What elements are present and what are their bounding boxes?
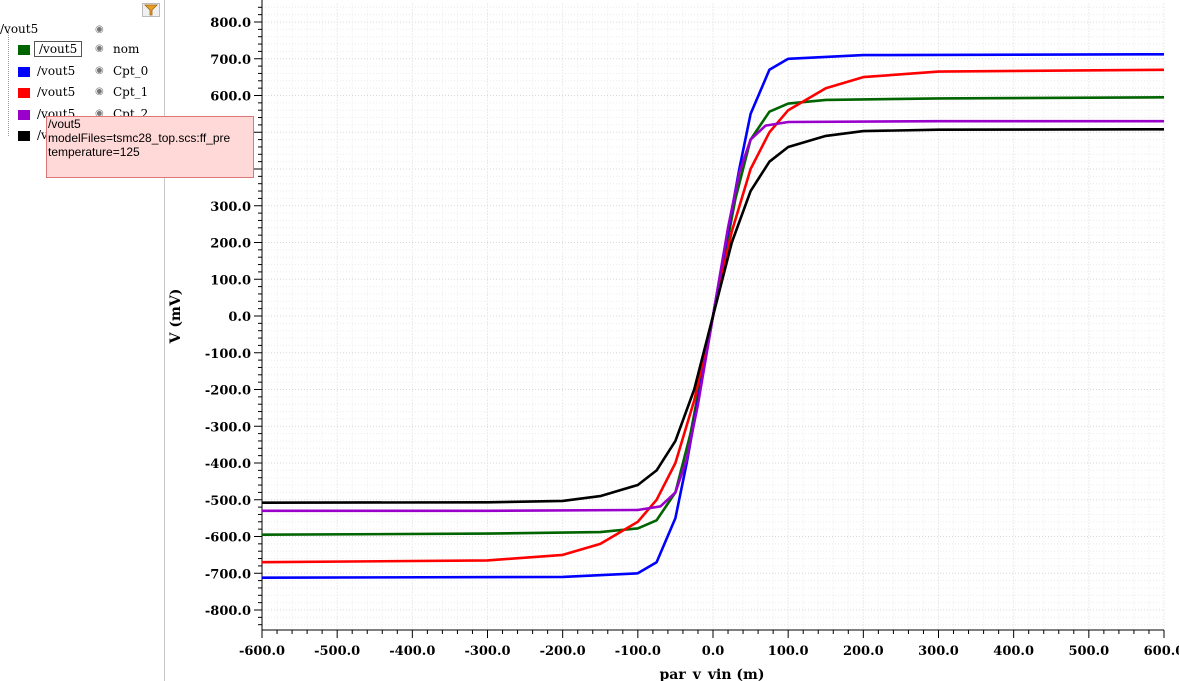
tooltip-model-files: modelFiles=tsmc28_top.scs:ff_pre [48,131,231,145]
x-tick-label: -200.0 [540,644,586,659]
color-swatch [18,110,30,120]
color-swatch [18,131,30,141]
legend-panel: /vout5 ◉ /vout5 ◉ nom /vout5 ◉ Cpt_0 /vo… [0,0,254,681]
x-tick-label: 100.0 [768,644,809,659]
root-signal-label: /vout5 [0,22,39,36]
signal-label: /vout5 [37,85,76,99]
y-tick-label: -700.0 [205,567,251,582]
y-tick-label: -600.0 [205,531,251,546]
corner-label: Cpt_1 [113,85,149,99]
y-tick-label: -200.0 [205,384,251,399]
signal-label: /vout5 [34,41,83,57]
x-tick-label: 500.0 [1068,644,1109,659]
x-tick-label: -600.0 [239,644,285,659]
eye-icon[interactable]: ◉ [95,43,104,54]
tooltip-signal: /vout5 [48,117,81,131]
tree-connector [8,32,10,136]
tooltip-temperature: temperature=125 [48,145,140,159]
funnel-icon[interactable] [142,3,160,17]
series-line-4[interactable] [261,128,1165,505]
y-tick-label: -800.0 [205,604,251,619]
y-tick-label: -100.0 [205,347,251,362]
legend-root-label[interactable]: /vout5 [0,22,38,36]
axes: 800.0 700.0 600.0 300.0 200.0 100.0 0.0 -100.0 -… [205,0,1179,659]
color-swatch [18,88,30,98]
y-tick-label: 0.0 [228,310,251,325]
y-tick-label: -500.0 [205,494,251,509]
x-tick-label: -500.0 [314,644,360,659]
x-tick-label: 0.0 [702,644,725,659]
y-tick-label: 100.0 [210,273,251,288]
eye-icon[interactable]: ◉ [95,108,104,119]
eye-icon[interactable]: ◉ [95,24,104,35]
series-layer [261,53,1165,580]
x-tick-label: 200.0 [843,644,884,659]
signal-label: /vout5 [37,64,76,78]
x-tick-label: 300.0 [918,644,959,659]
y-tick-label: 700.0 [210,53,251,68]
color-swatch [18,45,30,55]
y-tick-label: 300.0 [210,200,251,215]
eye-icon[interactable]: ◉ [95,86,104,97]
x-axis-label: par_v_vin (m) [660,667,765,681]
y-tick-label: -400.0 [205,457,251,472]
y-tick-label: -300.0 [205,420,251,435]
y-tick-label: 200.0 [210,237,251,252]
corner-label: Cpt_0 [113,64,149,78]
y-tick-label: 600.0 [210,90,251,105]
color-swatch [18,67,30,77]
x-tick-label: -300.0 [464,644,510,659]
corner-label: nom [113,42,140,56]
x-tick-label: 400.0 [993,644,1034,659]
y-axis-label: V (mV) [168,289,184,345]
y-tick-label: 800.0 [210,16,251,31]
x-tick-label: 600.0 [1144,644,1179,659]
waveform-chart[interactable]: 800.0 700.0 600.0 300.0 200.0 100.0 0.0 -100.0 -… [164,0,1179,681]
x-tick-label: -100.0 [615,644,661,659]
tooltip: /vout5 modelFiles=tsmc28_top.scs:ff_pre … [46,116,254,178]
eye-icon[interactable]: ◉ [95,65,104,76]
x-tick-label: -400.0 [389,644,435,659]
